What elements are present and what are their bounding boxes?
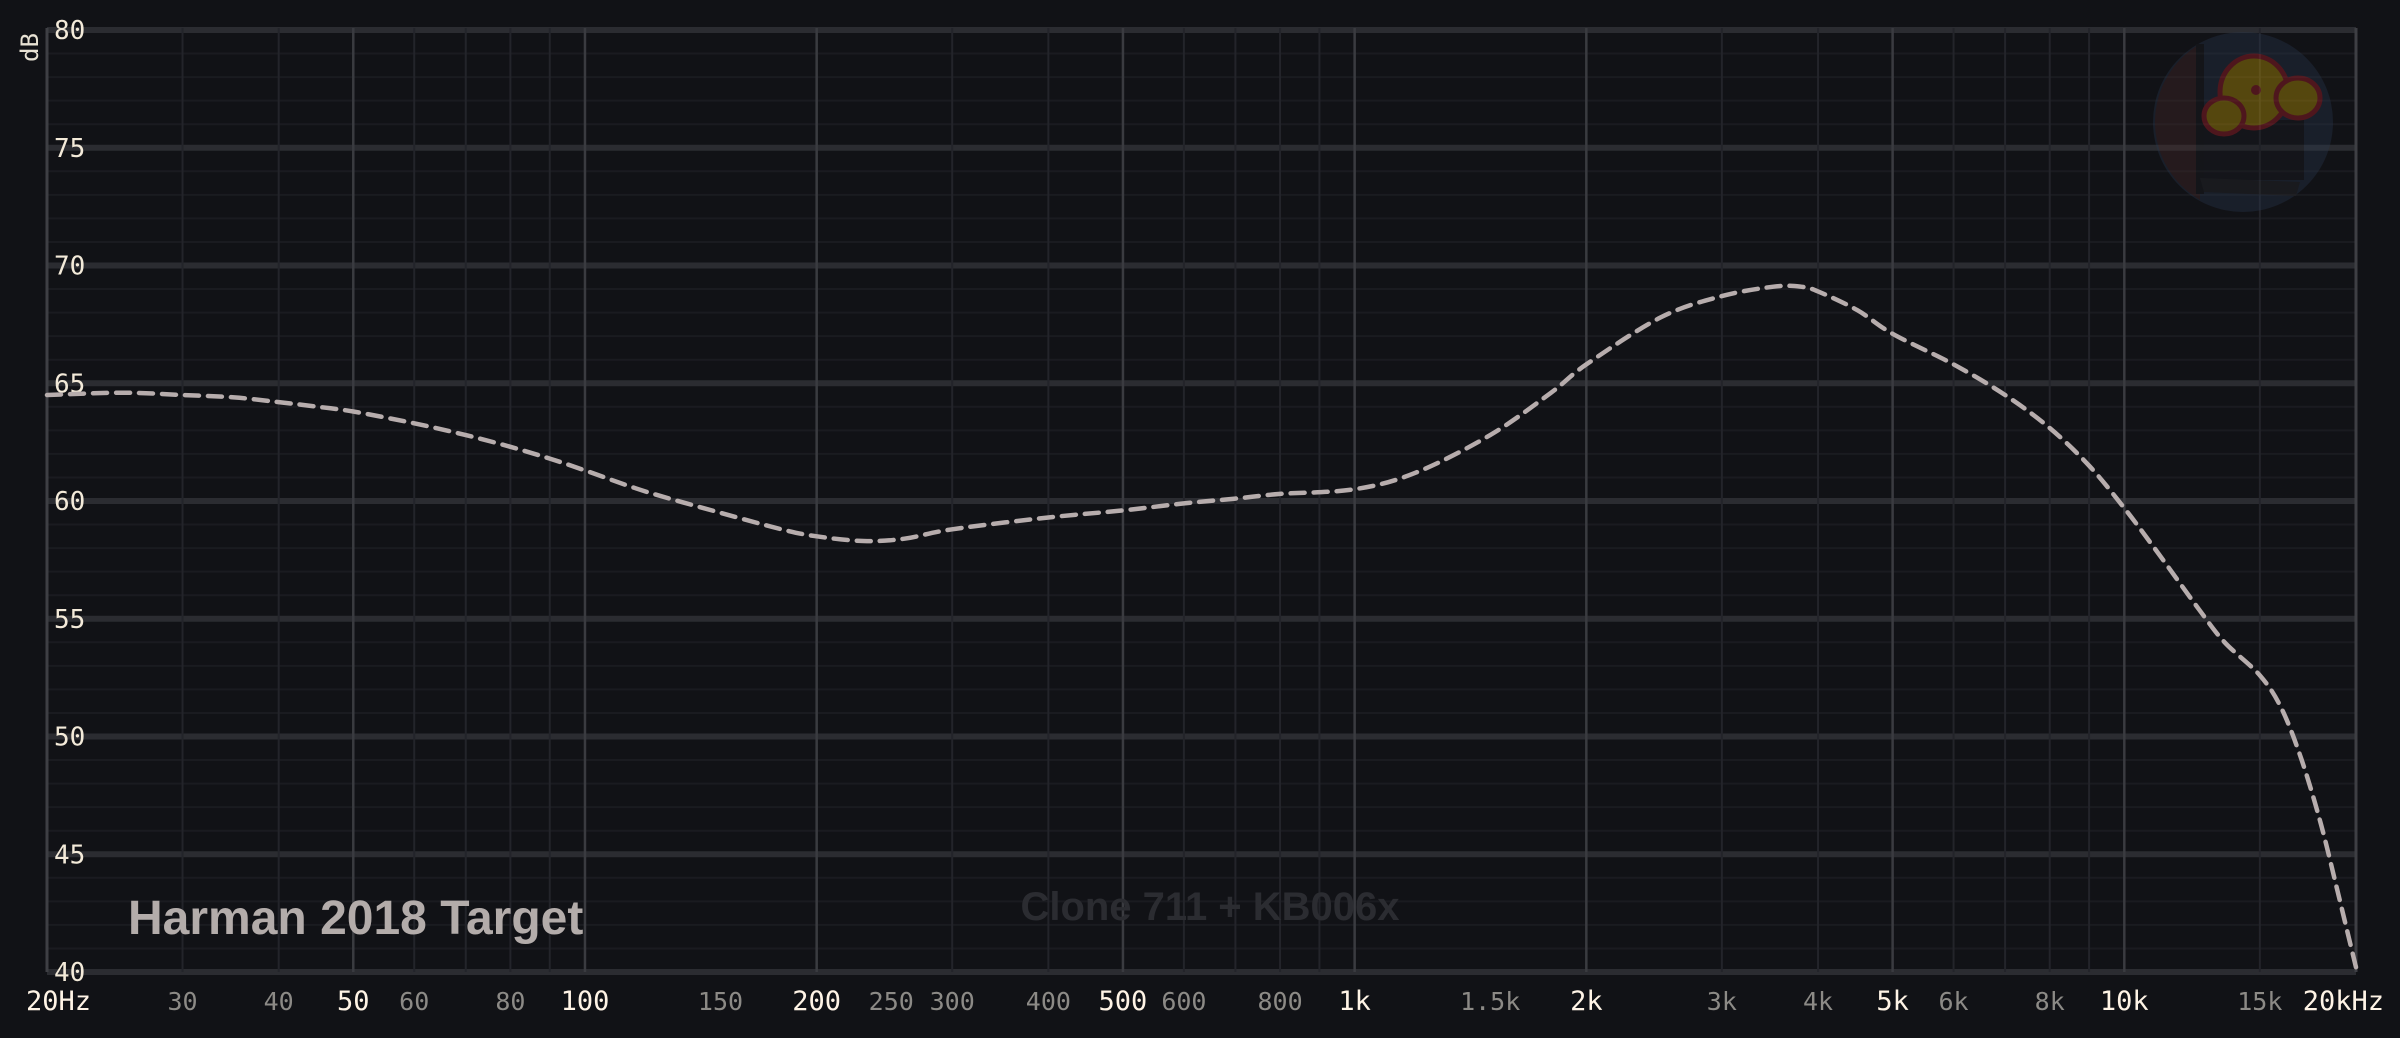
mascot-logo: [2153, 32, 2333, 212]
x-tick-label-minor: 40: [264, 987, 294, 1016]
x-tick-label-minor: 80: [495, 987, 525, 1016]
grid: [45, 27, 2358, 975]
y-axis-label: dB: [16, 33, 44, 62]
x-tick-label-minor: 3k: [1707, 987, 1737, 1016]
x-tick-label-major: 20kHz: [2303, 986, 2384, 1017]
x-tick-label-minor: 600: [1161, 987, 1206, 1016]
x-tick-label-major: 10k: [2100, 986, 2149, 1017]
x-tick-label-minor: 6k: [1939, 987, 1969, 1016]
y-tick-label: 75: [54, 134, 85, 164]
y-tick-label: 60: [54, 487, 85, 517]
x-tick-label-minor: 30: [167, 987, 197, 1016]
x-tick-label-minor: 60: [399, 987, 429, 1016]
x-tick-label-minor: 1.5k: [1460, 987, 1520, 1016]
x-tick-label-minor: 800: [1257, 987, 1302, 1016]
x-tick-label-minor: 15k: [2237, 987, 2282, 1016]
series-layer: [44, 283, 2359, 970]
x-tick-label-major: 200: [792, 986, 841, 1017]
x-tick-label-major: 100: [561, 986, 610, 1017]
watermark-text: Clone 711 + KB006x: [1020, 885, 1399, 929]
x-tick-label-major: 5k: [1876, 986, 1909, 1017]
x-tick-label-minor: 250: [869, 987, 914, 1016]
x-tick-label-major: 50: [337, 986, 370, 1017]
y-tick-label: 70: [54, 252, 85, 282]
x-tick-label-minor: 300: [930, 987, 975, 1016]
x-tick-label-minor: 8k: [2035, 987, 2065, 1016]
y-tick-label: 80: [54, 16, 85, 46]
y-tick-label: 50: [54, 723, 85, 753]
x-tick-label-minor: 400: [1026, 987, 1071, 1016]
series-line: [44, 283, 2359, 970]
x-tick-label-minor: 4k: [1803, 987, 1833, 1016]
x-tick-label-minor: 150: [698, 987, 743, 1016]
legend-label: Harman 2018 Target: [128, 892, 583, 945]
y-tick-label: 40: [54, 958, 85, 988]
y-tick-label: 45: [54, 840, 85, 870]
x-tick-label-major: 20Hz: [26, 986, 91, 1017]
y-tick-label: 55: [54, 605, 85, 635]
x-tick-label-major: 500: [1099, 986, 1148, 1017]
x-tick-label-major: 1k: [1338, 986, 1371, 1017]
x-tick-label-major: 2k: [1570, 986, 1603, 1017]
